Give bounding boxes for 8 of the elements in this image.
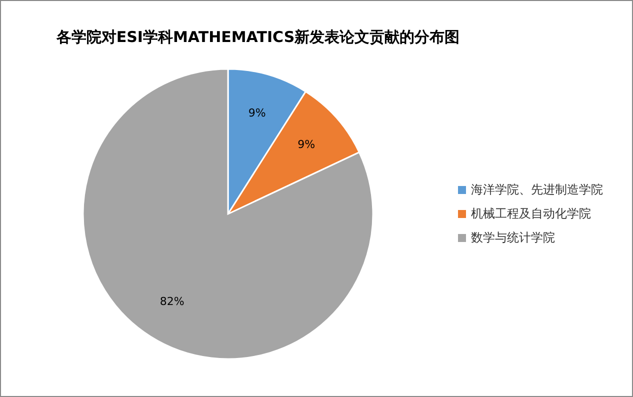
data-label: 9% [248,106,266,120]
pie-slice [82,68,374,360]
legend-label: 海洋学院、先进制造学院 [471,182,603,196]
legend-label: 数学与统计学院 [471,230,555,244]
data-label: 9% [298,138,316,151]
data-label: 82% [160,295,184,308]
chart-title: 各学院对ESI学科MATHEMATICS新发表论文贡献的分布图 [55,28,460,46]
legend-label: 机械工程及自动化学院 [471,206,591,220]
